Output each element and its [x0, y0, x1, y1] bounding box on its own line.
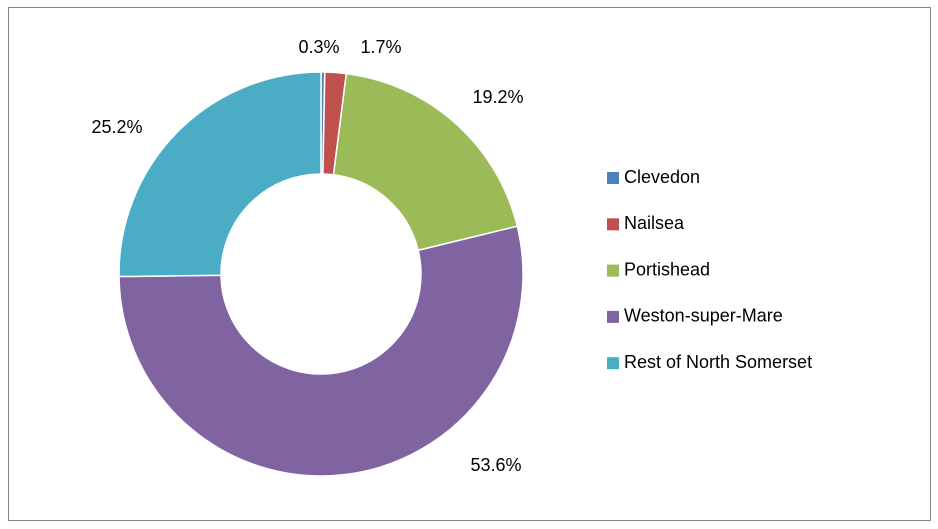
legend-label: Nailsea — [624, 213, 685, 233]
legend-label: Clevedon — [624, 167, 700, 187]
donut-slice — [332, 72, 519, 252]
legend-label: Portishead — [624, 259, 710, 279]
donut-slice — [118, 71, 322, 278]
legend-swatch — [607, 310, 619, 323]
legend-label: Rest of North Somerset — [624, 352, 812, 372]
data-label: 53.6% — [470, 455, 521, 475]
data-label: 25.2% — [91, 117, 142, 137]
data-label: 19.2% — [472, 87, 523, 107]
legend-swatch — [607, 172, 619, 184]
legend-label: Weston-super-Mare — [624, 306, 783, 326]
legend-swatch — [607, 357, 619, 370]
legend-swatch — [607, 218, 619, 231]
data-label: 1.7% — [360, 37, 401, 57]
donut-slice — [118, 225, 524, 477]
legend-swatch — [607, 264, 619, 277]
data-label: 0.3% — [298, 37, 339, 57]
